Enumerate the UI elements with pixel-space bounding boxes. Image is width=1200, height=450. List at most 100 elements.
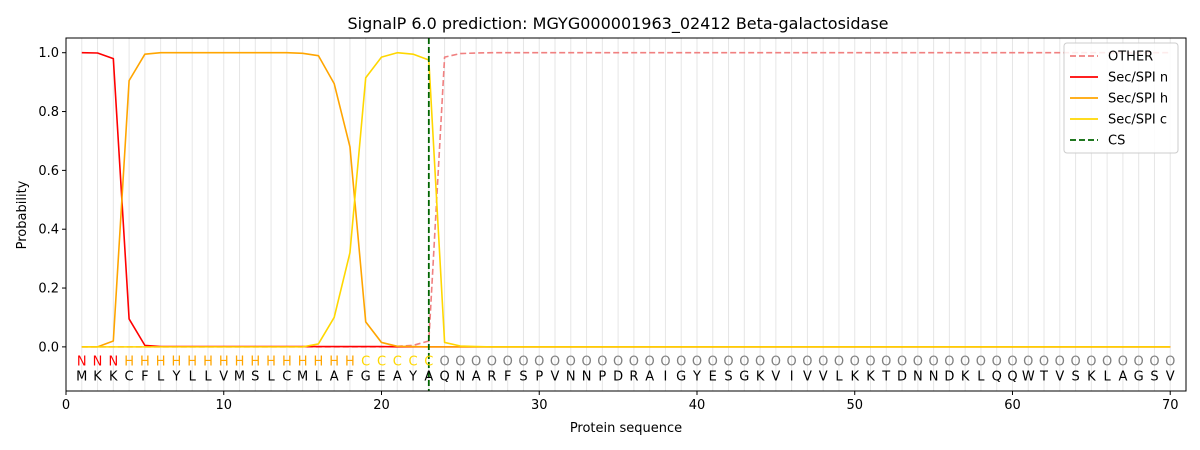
residue-label-55: N	[929, 369, 939, 384]
region-label-25: O	[455, 355, 465, 370]
residue-label-28: F	[504, 369, 511, 384]
x-axis-ticks: 0 10 20 30 40 50 60 70	[62, 391, 1178, 413]
region-label-10: H	[219, 355, 229, 370]
residue-label-33: N	[582, 369, 592, 384]
residue-label-5: F	[141, 369, 148, 384]
region-label-6: H	[156, 355, 166, 370]
region-label-45: O	[771, 355, 781, 370]
region-label-43: O	[739, 355, 749, 370]
region-label-40: O	[692, 355, 702, 370]
residue-label-12: S	[251, 369, 259, 384]
region-label-26: O	[471, 355, 481, 370]
residue-label-49: L	[835, 369, 843, 384]
x-tick-label-30: 30	[531, 398, 548, 413]
residue-label-19: G	[361, 369, 371, 384]
y-tick-label-2: 0.4	[38, 223, 59, 238]
region-label-2: N	[93, 355, 103, 370]
residue-label-41: E	[709, 369, 717, 384]
residue-label-2: K	[93, 369, 102, 384]
region-label-16: H	[314, 355, 324, 370]
residue-label-14: C	[282, 369, 291, 384]
region-label-36: O	[629, 355, 639, 370]
x-tick-label-10: 10	[215, 398, 232, 413]
legend-label-sec-spi-n: Sec/SPI n	[1108, 71, 1168, 86]
residue-label-67: A	[1118, 369, 1127, 384]
residue-label-8: L	[189, 369, 197, 384]
residue-label-39: G	[676, 369, 686, 384]
region-label-19: C	[361, 355, 370, 370]
region-label-5: H	[140, 355, 150, 370]
region-label-69: O	[1149, 355, 1159, 370]
residue-label-34: P	[598, 369, 606, 384]
region-label-62: O	[1039, 355, 1049, 370]
residue-label-26: A	[472, 369, 481, 384]
region-label-23: C	[424, 355, 433, 370]
x-tick-label-60: 60	[1004, 398, 1021, 413]
residue-label-60: Q	[1007, 369, 1017, 384]
residue-label-44: K	[756, 369, 765, 384]
region-label-14: H	[282, 355, 292, 370]
region-label-17: H	[329, 355, 339, 370]
region-label-60: O	[1007, 355, 1017, 370]
region-label-63: O	[1055, 355, 1065, 370]
series-line-sec-spi-n	[81, 51, 1171, 348]
legend-label-sec-spi-h: Sec/SPI h	[1108, 92, 1168, 107]
legend-label-other: OTHER	[1108, 50, 1153, 65]
x-tick-label-20: 20	[373, 398, 390, 413]
legend-label-sec-spi-c: Sec/SPI c	[1108, 113, 1167, 128]
region-label-51: O	[865, 355, 875, 370]
region-label-49: O	[834, 355, 844, 370]
region-label-24: O	[439, 355, 449, 370]
residue-label-54: N	[913, 369, 923, 384]
residue-label-1: M	[76, 369, 87, 384]
residue-label-37: A	[645, 369, 654, 384]
residue-label-27: R	[487, 369, 496, 384]
region-label-42: O	[723, 355, 733, 370]
region-label-65: O	[1086, 355, 1096, 370]
y-tick-label-5: 1.0	[38, 46, 59, 61]
residue-label-64: S	[1071, 369, 1079, 384]
legend: OTHER Sec/SPI n Sec/SPI h Sec/SPI c CS	[1063, 42, 1179, 154]
residue-label-51: K	[866, 369, 875, 384]
residue-label-7: Y	[171, 369, 180, 384]
region-label-61: O	[1023, 355, 1033, 370]
residue-label-61: W	[1022, 369, 1035, 384]
y-tick-label-3: 0.6	[38, 164, 59, 179]
region-label-57: O	[960, 355, 970, 370]
region-label-22: C	[409, 355, 418, 370]
residue-label-43: G	[739, 369, 749, 384]
residue-label-4: C	[125, 369, 134, 384]
region-label-52: O	[881, 355, 891, 370]
region-label-27: O	[487, 355, 497, 370]
region-label-29: O	[518, 355, 528, 370]
region-label-59: O	[992, 355, 1002, 370]
region-label-35: O	[613, 355, 623, 370]
residue-label-21: A	[393, 369, 402, 384]
y-tick-label-1: 0.2	[38, 282, 59, 297]
residue-label-25: N	[455, 369, 465, 384]
residue-label-3: K	[109, 369, 118, 384]
series-line-sec-spi-c	[81, 51, 1171, 348]
region-label-21: C	[393, 355, 402, 370]
residue-label-59: Q	[992, 369, 1002, 384]
residue-label-56: D	[944, 369, 954, 384]
residue-label-42: S	[724, 369, 732, 384]
residue-label-22: Y	[408, 369, 417, 384]
region-label-32: O	[566, 355, 576, 370]
region-label-9: H	[203, 355, 213, 370]
region-label-39: O	[676, 355, 686, 370]
region-label-31: O	[550, 355, 560, 370]
residue-label-48: V	[819, 369, 828, 384]
x-axis-label: Protein sequence	[570, 421, 682, 436]
residue-label-18: F	[346, 369, 353, 384]
residue-label-32: N	[566, 369, 576, 384]
region-label-7: H	[172, 355, 182, 370]
region-label-4: H	[124, 355, 134, 370]
residue-label-11: M	[234, 369, 245, 384]
region-label-34: O	[597, 355, 607, 370]
residue-label-50: K	[850, 369, 859, 384]
series-lines	[81, 51, 1171, 348]
series-line-sec-spi-h	[81, 51, 1171, 348]
grid-lines	[81, 38, 1171, 391]
